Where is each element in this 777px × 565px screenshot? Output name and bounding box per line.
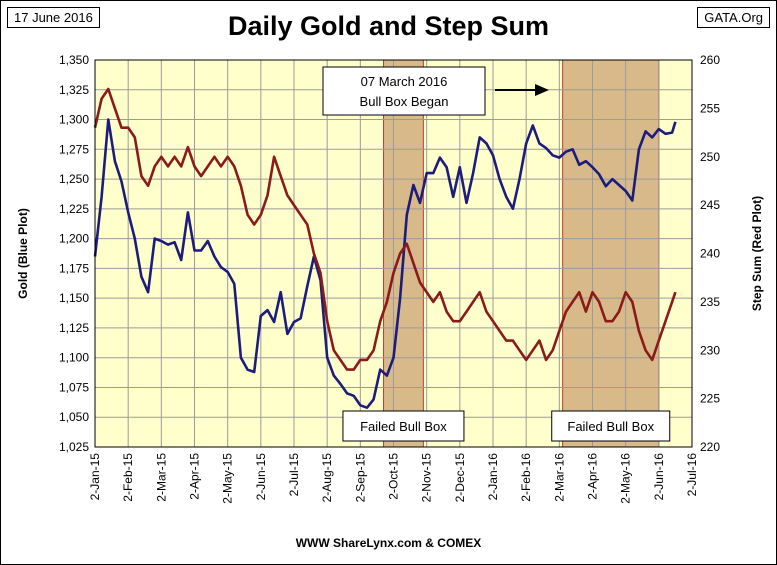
x-tick-label: 2-Apr-16 [586, 453, 600, 500]
bull-box-label-box [342, 410, 465, 442]
left-tick-label: 1,100 [59, 351, 89, 365]
x-tick-label: 2-Jun-15 [254, 453, 268, 501]
chart-credit: WWW ShareLynx.com & COMEX [295, 536, 482, 550]
left-tick-label: 1,025 [59, 440, 89, 454]
x-tick-label: 2-May-16 [619, 453, 633, 504]
left-tick-label: 1,075 [59, 380, 89, 394]
annotation-box [322, 66, 486, 116]
left-tick-label: 1,300 [59, 113, 89, 127]
right-tick-label: 255 [700, 101, 720, 115]
x-tick-label: 2-Aug-15 [320, 453, 334, 503]
left-tick-label: 1,050 [59, 410, 89, 424]
x-tick-label: 2-Apr-15 [188, 453, 202, 500]
right-tick-label: 235 [700, 295, 720, 309]
x-tick-label: 2-Jul-15 [287, 453, 301, 497]
x-tick-label: 2-May-15 [221, 453, 235, 504]
right-tick-label: 230 [700, 343, 720, 357]
bull-box-label: Failed Bull Box [567, 419, 654, 434]
right-axis-label: Step Sum (Red Plot) [750, 196, 764, 311]
x-tick-label: 2-Sep-15 [353, 453, 367, 503]
left-tick-label: 1,325 [59, 83, 89, 97]
x-tick-label: 2-Feb-16 [519, 453, 533, 502]
x-tick-label: 2-Jun-16 [652, 453, 666, 501]
left-tick-label: 1,200 [59, 232, 89, 246]
bull-box-label: Failed Bull Box [360, 419, 447, 434]
source-label: GATA.Org [697, 7, 770, 28]
x-tick-label: 2-Mar-16 [552, 453, 566, 502]
left-axis-label: Gold (Blue Plot) [16, 208, 30, 299]
right-tick-label: 245 [700, 198, 720, 212]
left-tick-label: 1,275 [59, 142, 89, 156]
bull-box-label-box [551, 410, 671, 442]
annotation-arrow-head [535, 84, 549, 96]
bull-box-region-2 [562, 59, 660, 448]
x-tick-label: 2-Dec-15 [453, 453, 467, 503]
x-tick-label: 2-Jan-16 [486, 453, 500, 501]
right-tick-label: 240 [700, 247, 720, 261]
right-tick-label: 220 [700, 440, 720, 454]
left-tick-label: 1,150 [59, 291, 89, 305]
x-tick-label: 2-Jul-16 [685, 453, 699, 497]
left-tick-label: 1,225 [59, 202, 89, 216]
right-tick-label: 250 [700, 150, 720, 164]
x-tick-label: 2-Jan-15 [88, 453, 102, 501]
x-tick-label: 2-Feb-15 [121, 453, 135, 502]
left-tick-label: 1,250 [59, 172, 89, 186]
annotation-line-1: 07 March 2016 [361, 74, 448, 89]
step-sum-series-line [93, 87, 677, 371]
left-tick-label: 1,350 [59, 53, 89, 67]
left-tick-label: 1,125 [59, 321, 89, 335]
annotation-line-2: Bull Box Began [360, 94, 449, 109]
x-tick-label: 2-Mar-15 [154, 453, 168, 502]
plot-frame [94, 59, 693, 448]
x-tick-label: 2-Nov-15 [420, 453, 434, 503]
left-tick-label: 1,175 [59, 261, 89, 275]
right-tick-label: 225 [700, 392, 720, 406]
x-tick-label: 2-Oct-15 [387, 453, 401, 500]
right-tick-label: 260 [700, 53, 720, 67]
gold-series-line [93, 118, 677, 410]
chart-title: Daily Gold and Step Sum [227, 11, 550, 41]
date-label: 17 June 2016 [7, 7, 100, 28]
